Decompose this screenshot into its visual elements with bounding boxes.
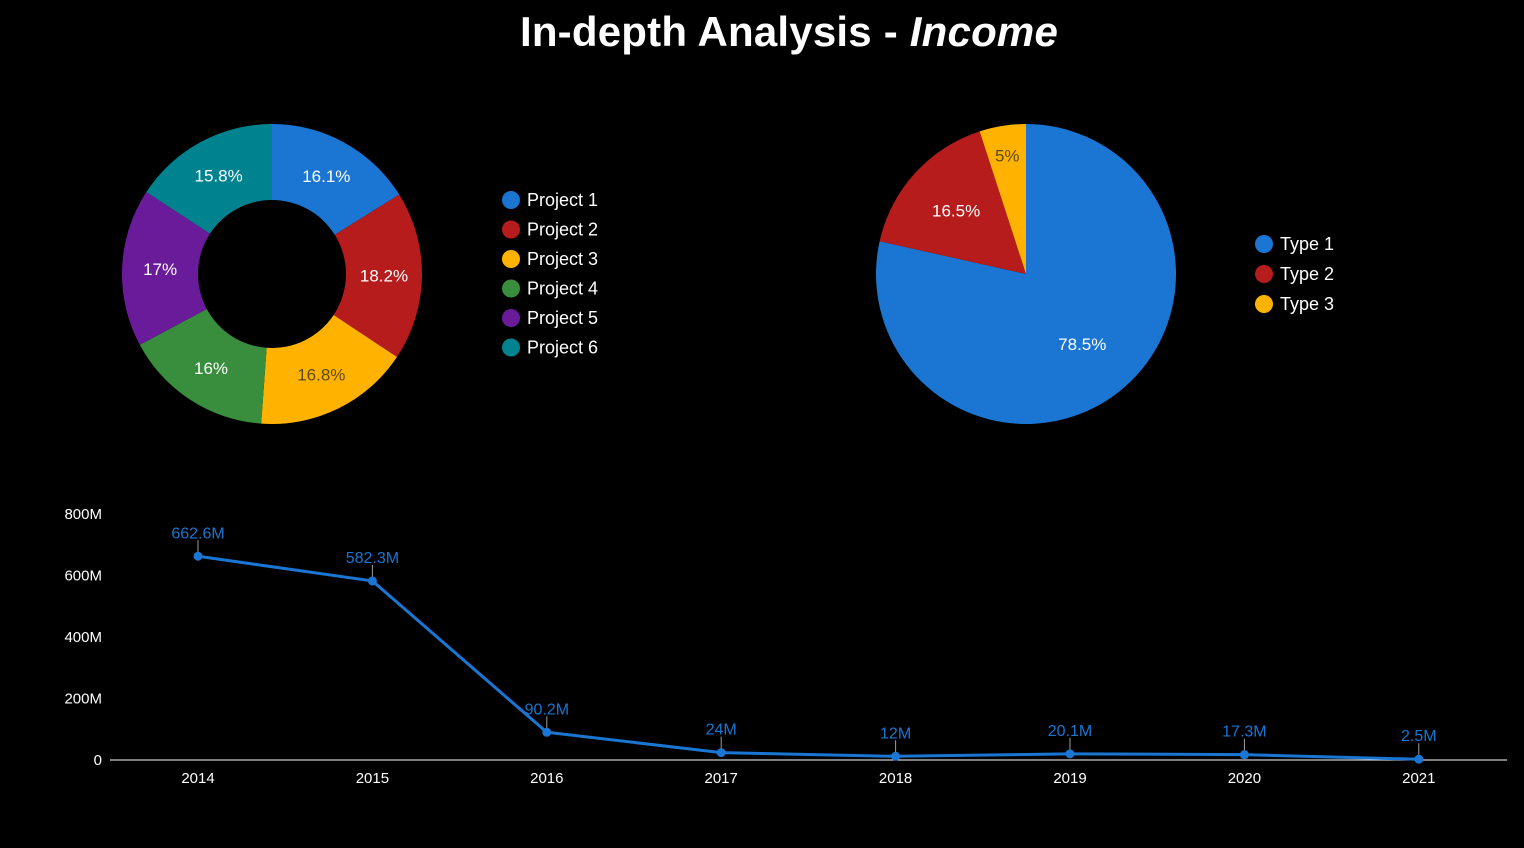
page-title-main: In-depth Analysis - xyxy=(519,8,910,55)
data-label: 662.6M xyxy=(171,525,224,542)
x-tick-label: 2019 xyxy=(1053,770,1086,787)
data-point[interactable] xyxy=(1065,749,1075,759)
line-chart: 0 200M 400M 600M 800M 2014 2015 2016 2017 2018 201… xyxy=(64,506,1507,787)
legend-swatch-type-3 xyxy=(1255,295,1273,313)
legend-label-project-4[interactable]: Project 4 xyxy=(527,279,598,299)
slice-label-type-2: 16.5% xyxy=(932,201,980,220)
legend-label-type-2[interactable]: Type 2 xyxy=(1280,264,1334,284)
data-point[interactable] xyxy=(542,727,552,737)
slice-label-project-4: 16% xyxy=(194,359,228,378)
data-point[interactable] xyxy=(716,748,726,758)
legend-label-type-3[interactable]: Type 3 xyxy=(1280,294,1334,314)
donut-chart: 16.1% 18.2% 16.8% 16% 17% 15.8% xyxy=(121,124,422,424)
y-tick-label: 600M xyxy=(64,568,102,585)
slice-label-project-5: 17% xyxy=(143,260,177,279)
slice-project-5[interactable] xyxy=(121,192,210,345)
slice-label-project-6: 15.8% xyxy=(195,167,243,186)
y-tick-label: 0 xyxy=(94,752,102,769)
legend-swatch-project-1 xyxy=(502,191,520,209)
slice-project-6[interactable] xyxy=(146,124,272,234)
data-label: 20.1M xyxy=(1048,723,1092,740)
x-tick-label: 2014 xyxy=(181,770,214,787)
legend-swatch-type-1 xyxy=(1255,235,1273,253)
data-point[interactable] xyxy=(1414,754,1424,764)
legend-swatch-project-5 xyxy=(502,309,520,327)
y-tick-label: 800M xyxy=(64,506,102,523)
slice-type-3[interactable] xyxy=(979,124,1026,274)
legend-label-project-1[interactable]: Project 1 xyxy=(527,190,598,210)
legend-swatch-project-3 xyxy=(502,250,520,268)
y-tick-label: 200M xyxy=(64,691,102,708)
page-title-emphasis: Income xyxy=(909,8,1059,55)
legend-label-project-2[interactable]: Project 2 xyxy=(527,220,598,240)
data-label: 12M xyxy=(880,725,911,742)
legend-label-project-5[interactable]: Project 5 xyxy=(527,308,598,328)
pie-legend: Type 1 Type 2 Type 3 xyxy=(1255,234,1334,314)
y-tick-label: 400M xyxy=(64,629,102,646)
x-tick-label: 2021 xyxy=(1402,770,1435,787)
legend-label-type-1[interactable]: Type 1 xyxy=(1280,234,1334,254)
slice-label-project-3: 16.8% xyxy=(297,366,345,385)
data-label: 24M xyxy=(706,722,737,739)
legend-swatch-type-2 xyxy=(1255,265,1273,283)
slice-project-2[interactable] xyxy=(333,194,422,358)
slice-label-project-1: 16.1% xyxy=(302,167,350,186)
slice-project-4[interactable] xyxy=(139,308,267,424)
x-tick-label: 2020 xyxy=(1228,770,1261,787)
legend-label-project-3[interactable]: Project 3 xyxy=(527,249,598,269)
slice-label-project-2: 18.2% xyxy=(360,267,408,286)
pie-chart: 78.5% 16.5% 5% xyxy=(876,124,1177,424)
legend-swatch-project-6 xyxy=(502,338,520,357)
x-tick-label: 2016 xyxy=(530,770,563,787)
legend-label-project-6[interactable]: Project 6 xyxy=(527,338,598,358)
slice-project-3[interactable] xyxy=(261,314,397,424)
legend-swatch-project-2 xyxy=(502,220,520,239)
slice-label-type-3: 5% xyxy=(995,146,1020,165)
x-tick-label: 2017 xyxy=(705,770,738,787)
data-label: 2.5M xyxy=(1401,728,1437,745)
data-point[interactable] xyxy=(1239,750,1249,760)
data-point[interactable] xyxy=(891,751,901,761)
x-tick-label: 2015 xyxy=(356,770,389,787)
slice-project-1[interactable] xyxy=(272,124,400,235)
legend-swatch-project-4 xyxy=(502,279,520,298)
x-tick-label: 2018 xyxy=(879,770,912,787)
page-title: In-depth Analysis - Income xyxy=(0,8,1524,56)
data-label: 17.3M xyxy=(1222,724,1266,741)
data-point[interactable] xyxy=(367,576,377,586)
donut-legend: Project 1 Project 2 Project 3 Project 4 Proj… xyxy=(502,190,598,358)
data-label: 90.2M xyxy=(525,701,569,718)
data-point[interactable] xyxy=(193,551,203,561)
slice-label-type-1: 78.5% xyxy=(1058,335,1106,354)
data-label: 582.3M xyxy=(346,550,399,567)
series-line xyxy=(197,554,1419,761)
slice-type-2[interactable] xyxy=(879,131,1026,274)
